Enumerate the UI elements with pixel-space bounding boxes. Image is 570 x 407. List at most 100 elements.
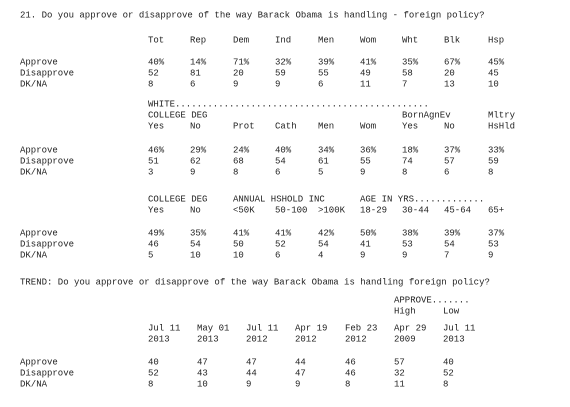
row-label: DK/NA — [20, 167, 48, 177]
cell: 36% — [360, 145, 377, 155]
cell: 45% — [488, 57, 505, 67]
cell: 7 — [444, 250, 449, 260]
column-header: Hsp — [488, 35, 504, 45]
column-header: Yes — [148, 205, 164, 215]
column-header: Blk — [444, 35, 460, 45]
row-label: Approve — [20, 57, 58, 67]
cell: 57 — [394, 357, 405, 367]
cell: 41% — [233, 228, 250, 238]
column-header: High — [394, 306, 416, 316]
cell: 51 — [148, 156, 159, 166]
cell: 49 — [360, 68, 371, 78]
column-header: 30-44 — [402, 205, 429, 215]
column-header: No — [190, 121, 201, 131]
cell: 47 — [197, 357, 208, 367]
column-header: 2013 — [148, 334, 170, 344]
column-header: Men — [318, 35, 334, 45]
cell: 8 — [148, 379, 153, 389]
cell: 59 — [488, 156, 499, 166]
column-header: 65+ — [488, 205, 504, 215]
column-header: Wom — [360, 121, 376, 131]
cell: 67% — [444, 57, 461, 67]
cell: 37% — [488, 228, 505, 238]
column-header: Apr 29 — [394, 323, 426, 333]
column-header: Yes — [148, 121, 164, 131]
cell: 5 — [318, 167, 323, 177]
cell: 62 — [190, 156, 201, 166]
cell: 40% — [148, 57, 165, 67]
column-header: BornAgnEv — [402, 110, 451, 120]
cell: 6 — [444, 167, 449, 177]
cell: 33% — [488, 145, 505, 155]
cell: 5 — [148, 250, 153, 260]
cell: 10 — [233, 250, 244, 260]
cell: 18% — [402, 145, 419, 155]
cell: 44 — [246, 368, 257, 378]
column-header: <50K — [233, 205, 255, 215]
cell: 38% — [402, 228, 419, 238]
column-header: 50-100 — [275, 205, 307, 215]
cell: 50 — [233, 239, 244, 249]
cell: 81 — [190, 68, 201, 78]
question: 21. Do you approve or disapprove of the … — [20, 10, 484, 20]
cell: 10 — [190, 250, 201, 260]
column-header: Yes — [402, 121, 418, 131]
column-header: 45-64 — [444, 205, 471, 215]
cell: 54 — [444, 239, 455, 249]
cell: 61 — [318, 156, 329, 166]
cell: 53 — [488, 239, 499, 249]
row-label: DK/NA — [20, 250, 48, 260]
cell: 6 — [318, 79, 323, 89]
cell: 52 — [275, 239, 286, 249]
column-header: 18-29 — [360, 205, 387, 215]
cell: 47 — [295, 368, 306, 378]
cell: 4 — [318, 250, 323, 260]
cell: 41 — [360, 239, 371, 249]
cell: 9 — [402, 250, 407, 260]
cell: 42% — [318, 228, 335, 238]
cell: 59 — [275, 68, 286, 78]
cell: 8 — [345, 379, 350, 389]
cell: 6 — [190, 79, 195, 89]
column-header: HsHld — [488, 121, 515, 131]
column-header: Wom — [360, 35, 376, 45]
cell: 14% — [190, 57, 207, 67]
column-header: COLLEGE DEG — [148, 194, 207, 204]
cell: 20 — [444, 68, 455, 78]
cell: 9 — [360, 167, 365, 177]
cell: 8 — [402, 167, 407, 177]
column-header: Rep — [190, 35, 206, 45]
cell: 40% — [275, 145, 292, 155]
column-header: Tot — [148, 35, 164, 45]
column-header: AGE IN YRS............. — [360, 194, 484, 204]
column-header: Feb 23 — [345, 323, 377, 333]
cell: 20 — [233, 68, 244, 78]
cell: 13 — [444, 79, 455, 89]
cell: 49% — [148, 228, 165, 238]
cell: 52 — [148, 368, 159, 378]
cell: 45 — [488, 68, 499, 78]
column-header: 2012 — [295, 334, 317, 344]
cell: 6 — [275, 167, 280, 177]
cell: 35% — [190, 228, 207, 238]
cell: 43 — [197, 368, 208, 378]
column-header: Apr 19 — [295, 323, 327, 333]
column-header: Wht — [402, 35, 418, 45]
row-label: Approve — [20, 145, 58, 155]
row-label: Disapprove — [20, 368, 74, 378]
cell: 8 — [488, 167, 493, 177]
cell: 46 — [345, 368, 356, 378]
cell: 41% — [275, 228, 292, 238]
cell: 10 — [488, 79, 499, 89]
cell: 54 — [190, 239, 201, 249]
row-label: DK/NA — [20, 79, 48, 89]
cell: 8 — [148, 79, 153, 89]
column-header: COLLEGE DEG — [148, 110, 207, 120]
column-header: Low — [443, 306, 460, 316]
cell: 71% — [233, 57, 250, 67]
column-header: Jul 11 — [148, 323, 180, 333]
cell: 46 — [148, 239, 159, 249]
cell: 57 — [444, 156, 455, 166]
cell: 9 — [360, 250, 365, 260]
